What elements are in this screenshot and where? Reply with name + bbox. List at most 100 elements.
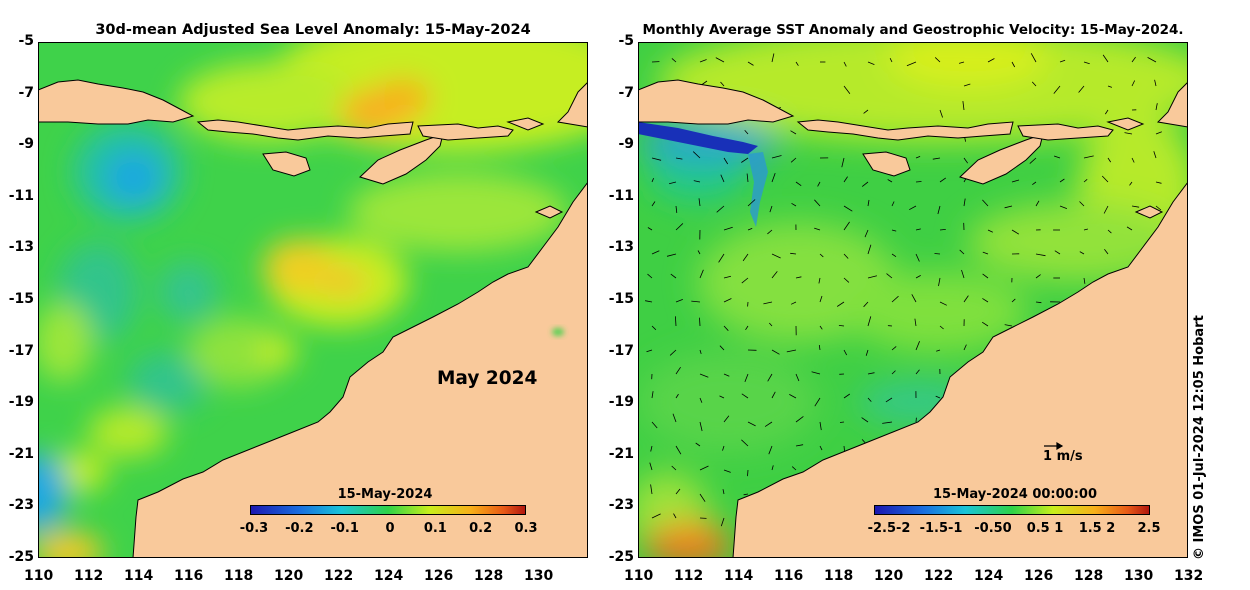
velocity-arrow — [651, 178, 654, 183]
colorbar-tick: -0.3 — [239, 521, 269, 536]
velocity-arrow — [843, 61, 847, 67]
reference-arrow — [1044, 441, 1064, 451]
velocity-arrow — [723, 226, 733, 231]
velocity-arrow — [769, 322, 773, 327]
left-y-tick: -5 — [18, 33, 34, 49]
velocity-arrow — [795, 276, 802, 279]
velocity-arrow — [939, 325, 944, 330]
velocity-arrow — [720, 174, 725, 183]
copyright-notice-container: © IMOS 01-Jul-2024 12:05 Hobart — [1192, 315, 1212, 580]
velocity-arrow — [939, 229, 946, 231]
velocity-arrow — [741, 393, 749, 399]
left-panel-title: 30d-mean Adjusted Sea Level Anomaly: 15-… — [95, 22, 531, 38]
velocity-arrow — [982, 273, 989, 279]
x-tick: 116 — [774, 568, 804, 584]
velocity-arrow — [651, 157, 662, 161]
velocity-arrow — [651, 250, 660, 255]
velocity-arrow — [1154, 79, 1157, 87]
velocity-arrow — [790, 130, 797, 135]
velocity-scale-label: 1 m/s — [1043, 449, 1083, 464]
velocity-arrow — [1083, 228, 1088, 231]
velocity-arrow — [649, 462, 653, 471]
left-y-tick: -23 — [8, 497, 34, 514]
velocity-arrow — [1155, 103, 1158, 111]
right-y-tick: -7 — [618, 84, 634, 101]
x-tick: 118 — [824, 568, 854, 584]
velocity-arrow — [843, 176, 848, 183]
velocity-arrow — [939, 109, 943, 118]
velocity-arrow — [741, 277, 749, 284]
velocity-arrow — [891, 229, 897, 232]
x-tick: 112 — [674, 568, 704, 584]
velocity-arrow — [1032, 181, 1037, 186]
velocity-arrow — [719, 395, 725, 399]
velocity-arrow — [741, 157, 749, 163]
velocity-arrow — [819, 253, 824, 258]
velocity-arrow — [669, 349, 677, 356]
velocity-arrow — [771, 53, 775, 63]
velocity-arrow — [934, 57, 941, 63]
velocity-arrow — [647, 227, 653, 231]
x-tick: 122 — [924, 568, 954, 584]
velocity-arrow — [1059, 205, 1068, 209]
velocity-arrow — [814, 397, 821, 407]
velocity-arrow — [935, 395, 941, 399]
velocity-arrow — [962, 101, 965, 111]
left-y-tick: -13 — [8, 239, 34, 256]
velocity-arrow — [1011, 61, 1016, 68]
velocity-arrow — [934, 253, 941, 255]
velocity-arrow — [795, 416, 804, 423]
velocity-arrow — [699, 421, 703, 432]
colorbar-tick: -2.5-2 — [867, 521, 911, 536]
velocity-arrow — [651, 421, 658, 429]
velocity-arrow — [1104, 109, 1109, 115]
right-colorbar-label: 15-May-2024 00:00:00 — [932, 487, 1098, 502]
velocity-arrow — [982, 199, 989, 207]
velocity-arrow — [723, 415, 730, 423]
velocity-arrow — [1155, 205, 1162, 211]
right-y-tick: -5 — [618, 33, 634, 49]
velocity-arrow — [838, 325, 845, 327]
velocity-arrow — [764, 421, 773, 427]
sea-level-anomaly-map[interactable] — [38, 42, 588, 558]
x-tick: 120 — [274, 568, 304, 584]
velocity-arrow — [651, 325, 657, 331]
velocity-arrow — [791, 202, 797, 207]
sst-anomaly-map[interactable] — [638, 42, 1188, 558]
velocity-arrow — [891, 370, 896, 375]
x-tick: 124 — [374, 568, 404, 584]
velocity-arrow — [645, 300, 653, 303]
velocity-arrow — [791, 466, 797, 471]
velocity-arrow — [939, 301, 947, 306]
velocity-arrow — [675, 205, 678, 213]
x-tick: 116 — [174, 568, 204, 584]
velocity-arrow — [1131, 56, 1136, 63]
velocity-arrow — [906, 61, 917, 67]
velocity-arrow — [959, 249, 965, 255]
colorbar-tick: 0.2 — [469, 521, 493, 536]
velocity-arrow — [843, 393, 851, 399]
x-tick: 118 — [224, 568, 254, 584]
right-y-tick: -13 — [608, 239, 634, 256]
right-panel-title: Monthly Average SST Anomaly and Geostrop… — [642, 22, 1184, 38]
velocity-arrow — [987, 229, 993, 233]
velocity-arrow — [771, 349, 780, 355]
velocity-arrow — [715, 57, 725, 63]
velocity-arrow — [720, 517, 725, 527]
velocity-arrow — [811, 371, 821, 375]
velocity-arrow — [843, 205, 853, 212]
velocity-arrow — [795, 444, 804, 447]
velocity-arrow — [1083, 155, 1094, 159]
velocity-arrow — [744, 129, 749, 135]
velocity-arrow — [1054, 250, 1061, 255]
velocity-arrow — [841, 157, 845, 168]
velocity-arrow — [843, 253, 849, 259]
left-colorbar — [250, 505, 526, 515]
right-y-tick: -19 — [608, 394, 634, 411]
velocity-arrow — [695, 442, 701, 447]
colorbar-tick: 0.3 — [514, 521, 538, 536]
velocity-arrow — [1101, 175, 1109, 183]
velocity-arrow — [675, 445, 682, 455]
velocity-arrow — [747, 228, 753, 231]
month-label: May 2024 — [437, 368, 538, 389]
